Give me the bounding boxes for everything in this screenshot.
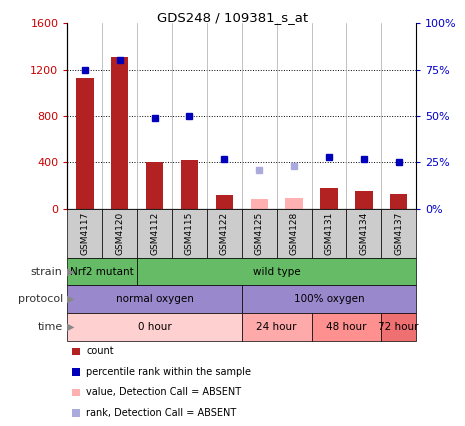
- Text: wild type: wild type: [253, 267, 300, 276]
- Text: GSM4117: GSM4117: [80, 212, 89, 255]
- Bar: [146, 162, 163, 209]
- Text: GSM4112: GSM4112: [150, 212, 159, 255]
- Text: time: time: [38, 322, 63, 332]
- Text: Nrf2 mutant: Nrf2 mutant: [70, 267, 134, 276]
- Text: value, Detection Call = ABSENT: value, Detection Call = ABSENT: [86, 387, 241, 397]
- Bar: [355, 191, 372, 209]
- Text: protocol: protocol: [18, 294, 63, 304]
- Text: strain: strain: [31, 267, 63, 276]
- Bar: [76, 78, 93, 209]
- Bar: [111, 57, 128, 209]
- Text: GSM4134: GSM4134: [359, 212, 368, 255]
- Bar: [181, 160, 198, 209]
- Text: GSM4137: GSM4137: [394, 212, 403, 255]
- Text: 0 hour: 0 hour: [138, 322, 172, 332]
- Bar: [216, 195, 233, 209]
- Text: GSM4131: GSM4131: [325, 212, 333, 255]
- Text: rank, Detection Call = ABSENT: rank, Detection Call = ABSENT: [86, 408, 236, 418]
- Text: GSM4115: GSM4115: [185, 212, 194, 255]
- Bar: [390, 194, 407, 209]
- Text: 48 hour: 48 hour: [326, 322, 367, 332]
- Bar: [251, 199, 268, 209]
- Text: 24 hour: 24 hour: [256, 322, 297, 332]
- Text: normal oxygen: normal oxygen: [116, 294, 193, 304]
- Text: count: count: [86, 346, 113, 357]
- Text: 100% oxygen: 100% oxygen: [294, 294, 364, 304]
- Text: GSM4128: GSM4128: [290, 212, 299, 255]
- Text: 72 hour: 72 hour: [379, 322, 419, 332]
- Text: GSM4120: GSM4120: [115, 212, 124, 255]
- Text: percentile rank within the sample: percentile rank within the sample: [86, 367, 251, 377]
- Text: ▶: ▶: [66, 267, 74, 276]
- Text: GDS248 / 109381_s_at: GDS248 / 109381_s_at: [157, 11, 308, 24]
- Bar: [286, 199, 303, 209]
- Text: GSM4125: GSM4125: [255, 212, 264, 255]
- Text: GSM4122: GSM4122: [220, 212, 229, 255]
- Text: ▶: ▶: [66, 322, 74, 332]
- Bar: [320, 188, 338, 209]
- Text: ▶: ▶: [66, 294, 74, 304]
